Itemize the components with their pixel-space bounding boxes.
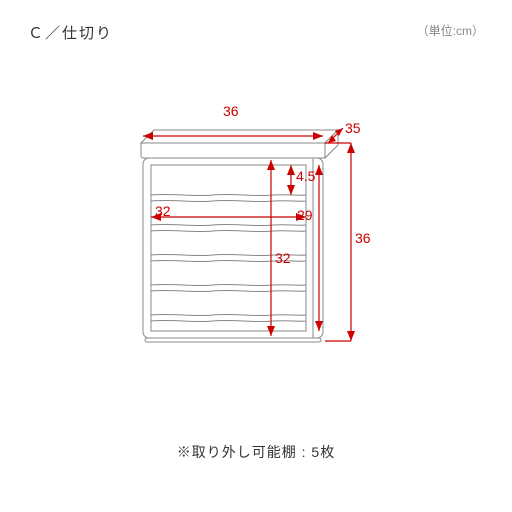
dim-inner-width: 32 (155, 203, 171, 219)
footer-note: ※取り外し可能棚 : 5枚 (0, 442, 512, 462)
dim-inner-height: 32 (275, 250, 291, 266)
dim-shelf-gap: 4.5 (296, 168, 315, 184)
dim-top-width: 36 (223, 103, 239, 119)
diagram-svg (133, 125, 348, 355)
page-title: Ｃ／仕切り (28, 22, 113, 43)
diagram-stage: 36 35 4.5 32 29 32 36 (133, 125, 348, 355)
dim-outer-height: 36 (355, 230, 371, 246)
dim-depth: 35 (345, 120, 361, 136)
unit-label: （単位:cm） (417, 22, 484, 39)
dim-inner-open-h: 29 (297, 207, 313, 223)
